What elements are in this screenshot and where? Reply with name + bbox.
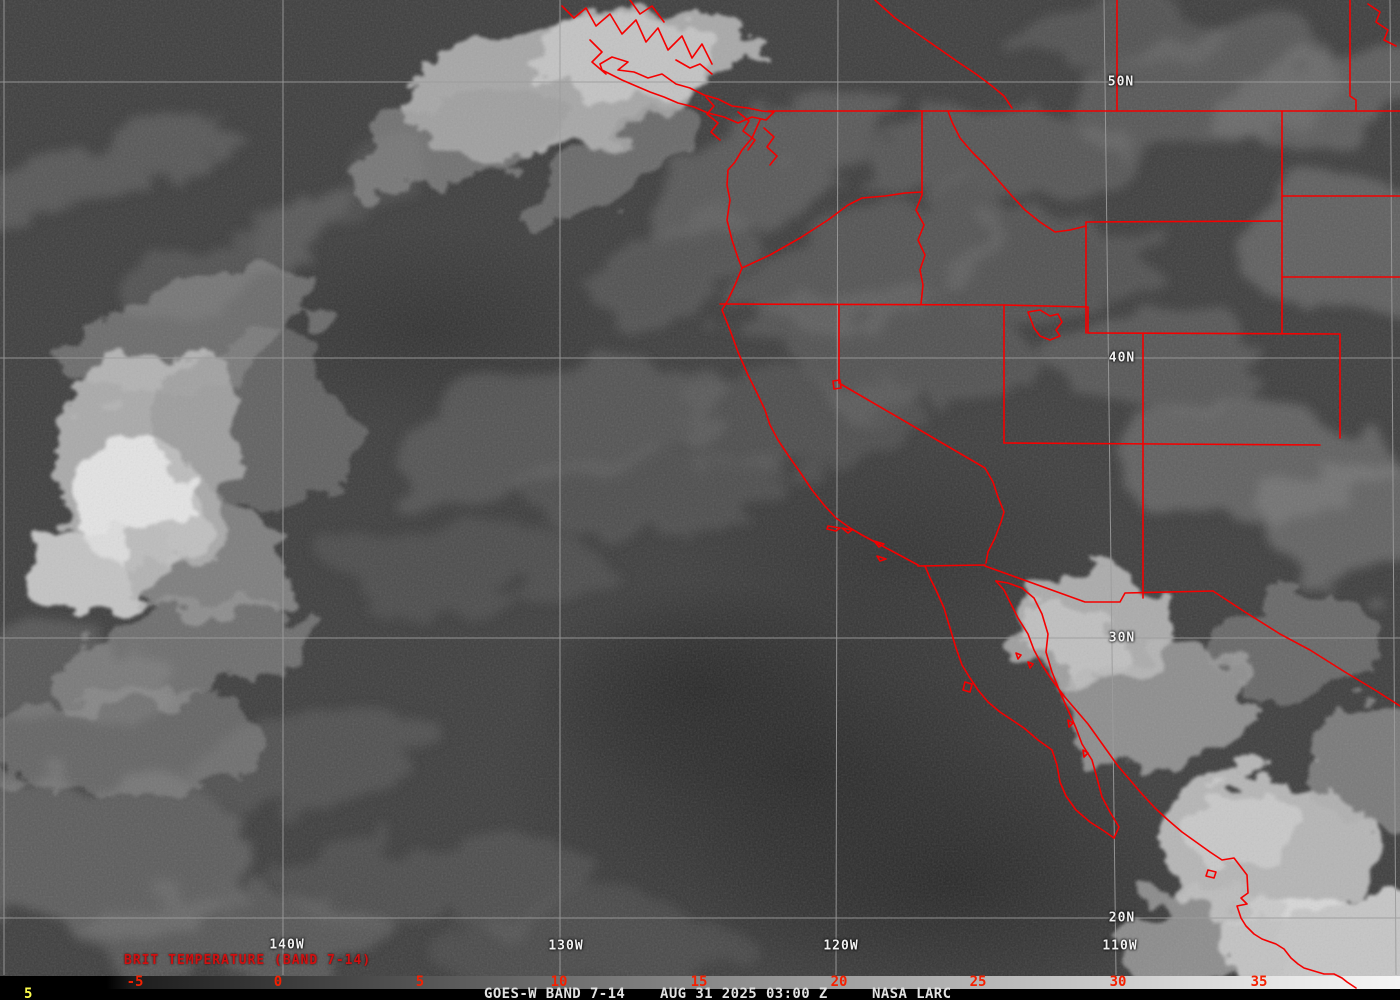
lon-label-110w: 110W [1102, 938, 1138, 954]
colorbar-tick: 30 [1109, 974, 1127, 990]
brightness-temperature-colorbar [0, 976, 1400, 989]
colorbar-tick: 10 [550, 974, 568, 990]
sk-mb-border [1349, 0, 1357, 112]
lat-label-30n: 30N [1108, 630, 1136, 646]
bc-ab-divide [874, 0, 1013, 109]
islas-marias [1205, 869, 1217, 879]
ca-nv-border [838, 304, 1005, 564]
image-timestamp: AUG 31 2025 03:00 Z [660, 986, 828, 1000]
gulf-islands [1015, 652, 1089, 758]
lake-tahoe [832, 379, 842, 390]
colorbar-tick: 20 [830, 974, 848, 990]
source-credit: NASA LARC [872, 986, 952, 1000]
colorbar-tick: 0 [273, 974, 283, 990]
lat-label-50n: 50N [1107, 74, 1135, 90]
cedros-island [962, 681, 973, 693]
columbia-river-border [741, 191, 923, 269]
lat-label-20n: 20N [1108, 910, 1136, 926]
baja-gulf-coastline [995, 580, 1120, 839]
pacific-coastline [721, 119, 919, 566]
channel-islands [826, 525, 887, 562]
baja-west-coastline [924, 565, 1115, 839]
product-name: GOES-W BAND 7-14 [484, 986, 626, 1000]
product-caption: BRIT TEMPERATURE (BAND 7-14) [124, 953, 372, 968]
lat-label-40n: 40N [1108, 350, 1136, 366]
border-37n [1003, 442, 1321, 446]
bc-fjord-coastline [561, 0, 713, 75]
or-id-snake-river [915, 194, 926, 305]
ut-id-42n-border [1003, 304, 1089, 308]
lon-label-130w: 130W [548, 938, 584, 954]
id-mt-border [947, 110, 1087, 233]
colorbar-tick: 15 [690, 974, 708, 990]
great-salt-lake [1027, 309, 1063, 341]
canada-lakes [1367, 3, 1397, 47]
border-41n [1087, 332, 1341, 335]
rio-grande [1212, 590, 1400, 707]
lon-label-140w: 140W [269, 937, 305, 953]
colorbar-tick: 5 [415, 974, 425, 990]
sonora-sinaloa-coastline [995, 580, 1357, 989]
border-42n [719, 303, 1005, 306]
colorbar-tick: 35 [1250, 974, 1268, 990]
puget-sound-islands [675, 59, 778, 166]
status-bar: 5 GOES-W BAND 7-14 AUG 31 2025 03:00 Z N… [0, 986, 1400, 1000]
colorbar-tick: 25 [969, 974, 987, 990]
us-mexico-border [917, 564, 1214, 603]
mt-wy-45n-border [1085, 220, 1283, 223]
colorbar-tick: -5 [126, 974, 144, 990]
lon-label-120w: 120W [823, 938, 859, 954]
status-left-value: 5 [24, 986, 33, 1000]
vancouver-island-outline [599, 56, 775, 124]
lat-lon-graticule [0, 0, 1400, 976]
